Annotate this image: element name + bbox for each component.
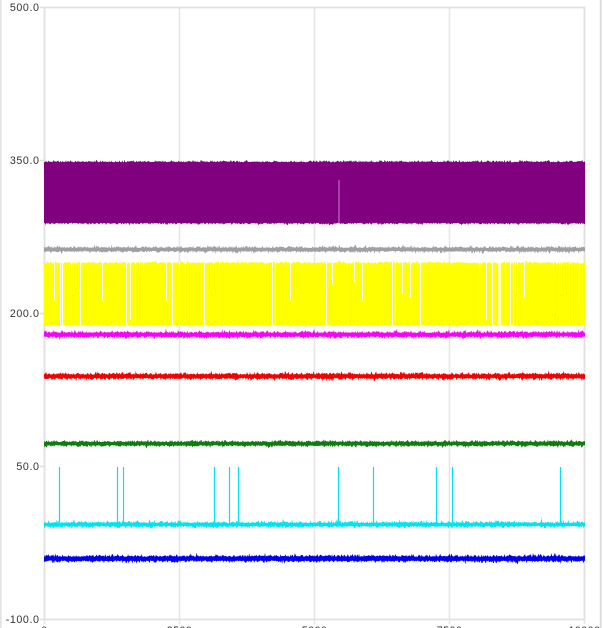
svg-text:10000: 10000 (569, 625, 601, 628)
svg-text:200.0: 200.0 (10, 308, 40, 320)
svg-text:500.0: 500.0 (10, 2, 40, 14)
svg-text:5000: 5000 (302, 625, 328, 628)
svg-text:2500: 2500 (167, 625, 193, 628)
svg-text:7500: 7500 (437, 625, 463, 628)
svg-text:0: 0 (41, 625, 47, 628)
svg-text:350.0: 350.0 (10, 155, 40, 167)
svg-text:50.0: 50.0 (16, 461, 39, 473)
svg-text:-100.0: -100.0 (6, 614, 40, 626)
